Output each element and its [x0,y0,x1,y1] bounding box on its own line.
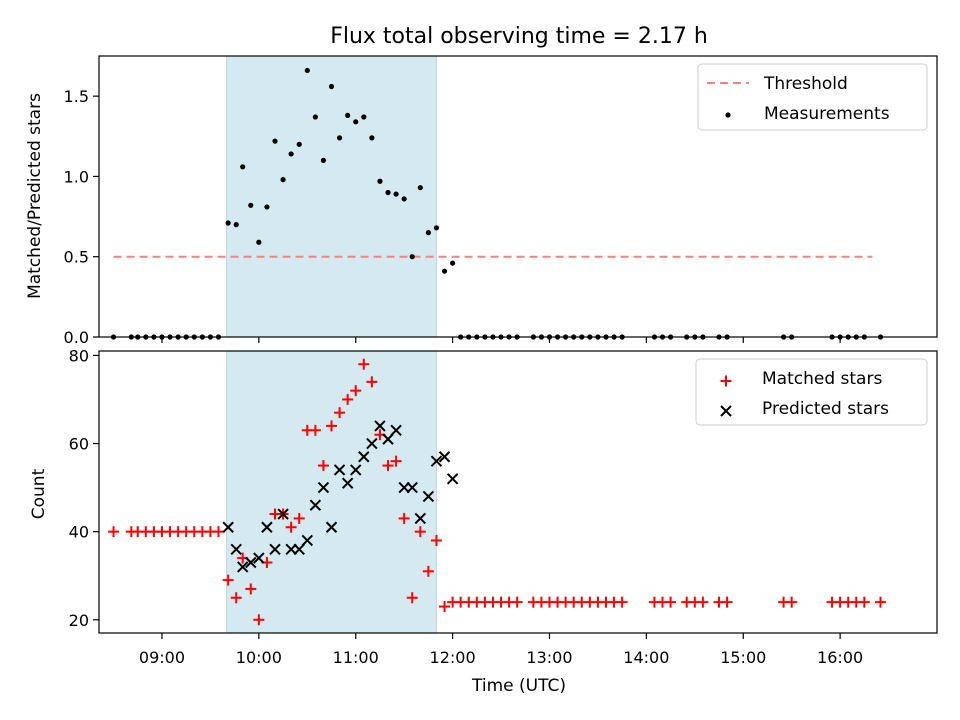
measurement-point [320,157,327,163]
predicted-star-marker [277,508,289,520]
x-axis-label: Time (UTC) [471,676,566,696]
x-tick-label: 11:00 [333,648,379,667]
x-tick-label: 09:00 [139,648,185,667]
top-y-axis-label: Matched/Predicted stars [25,93,45,299]
x-tick-label: 15:00 [720,648,766,667]
y-tick-label: 20 [69,611,89,630]
predicted-star-marker [245,556,257,569]
predicted-star-marker [317,481,330,494]
predicted-star-marker [301,534,313,547]
predicted-star-marker [438,451,451,463]
predicted-star-marker [293,543,305,555]
y-tick-label: 0.0 [64,328,89,347]
measurement-point [369,135,375,141]
x-tick-label: 13:00 [526,648,572,667]
legend-label: Threshold [763,74,848,94]
legend-box [695,358,928,426]
measurement-point [296,141,302,147]
measurement-point [336,135,343,141]
predicted-star-marker [269,543,281,555]
measurement-point [264,204,270,210]
measurement-point [248,202,254,208]
y-tick-label: 1.5 [64,87,89,106]
predicted-star-marker [406,481,418,494]
measurement-point [441,268,448,274]
highlight-span [226,350,437,634]
y-tick-label: 0.5 [64,248,89,267]
predicted-star-marker [358,451,370,463]
measurement-point [280,177,286,183]
measurement-point [385,189,391,196]
measurement-point [288,151,294,157]
y-tick-label: 1.0 [64,167,89,186]
chart-title: Flux total observing time = 2.17 h [330,24,708,49]
legend-box [697,63,928,131]
predicted-star-marker [222,521,234,533]
predicted-star-marker [414,512,427,525]
measurement-point [233,222,239,228]
top-x-ticks [161,337,841,343]
predicted-star-marker [341,477,354,489]
measurement-point [256,239,262,245]
predicted-star-marker [390,424,402,437]
y-tick-label: 60 [69,435,89,454]
predicted-star-marker [230,543,242,555]
measurement-point [393,191,399,197]
legend-label: Measurements [764,104,890,124]
predicted-star-marker [430,455,443,467]
highlight-span [226,55,437,338]
predicted-star-marker [422,490,435,503]
top-panel: 0.0 0.5 1.0 1.5 Matched/Predicted stars Thr… [25,55,938,347]
predicted-star-marker [253,552,265,564]
measurement-point [225,220,231,226]
bottom-axes-frame [98,350,938,634]
x-tick-label: 10:00 [236,648,282,667]
measurement-point [425,230,431,236]
predicted-star-marker [236,561,249,573]
measurement-point [409,254,415,260]
top-y-ticks: 0.0 0.5 1.0 1.5 [64,87,99,347]
measurement-point [272,138,278,144]
measurement-point [361,114,367,120]
bottom-y-ticks: 20 40 60 80 [69,346,99,630]
x-tick-label: 16:00 [817,648,863,667]
measurement-point [328,83,335,90]
predicted-star-marker [382,433,394,445]
legend-measurement-swatch [725,112,731,118]
measurement-point [417,185,423,191]
predicted-star-marker [261,521,273,533]
measurement-point [377,178,383,184]
measurement-point [433,225,440,231]
predicted-star-marker [350,464,362,476]
bottom-y-axis-label: Count [29,468,49,519]
legend-label: Predicted stars [762,399,889,419]
y-tick-label: 40 [69,523,89,542]
measurement-point [240,164,246,170]
x-tick-label: 14:00 [623,648,669,667]
predicted-star-marker [309,499,322,511]
measurement-point [304,67,310,74]
predicted-star-marker [333,464,346,476]
predicted-star-marker [374,420,386,432]
measurement-point [401,196,407,202]
y-tick-label: 80 [69,346,89,365]
measurement-point [312,114,318,120]
top-axes-frame [98,55,938,338]
top-legend: Threshold Measurements [697,63,928,131]
predicted-star-marker [720,405,732,417]
measurement-point [353,119,359,125]
predicted-star-marker [325,521,338,533]
predicted-star-marker [366,437,378,450]
bottom-legend: Matched stars Predicted stars [695,358,928,426]
measurement-point [450,260,456,266]
x-tick-label: 12:00 [430,648,476,667]
legend-label: Matched stars [762,369,882,389]
bottom-panel-marks [108,358,886,626]
bottom-panel: 20 40 60 80 09:00 10:00 11:00 12:00 13:00 14:00 1… [29,346,938,696]
predicted-star-marker [446,473,459,485]
measurement-point [345,112,351,119]
bottom-x-ticks: 09:00 10:00 11:00 12:00 13:00 14:00 15:00 16:00 [139,633,863,667]
